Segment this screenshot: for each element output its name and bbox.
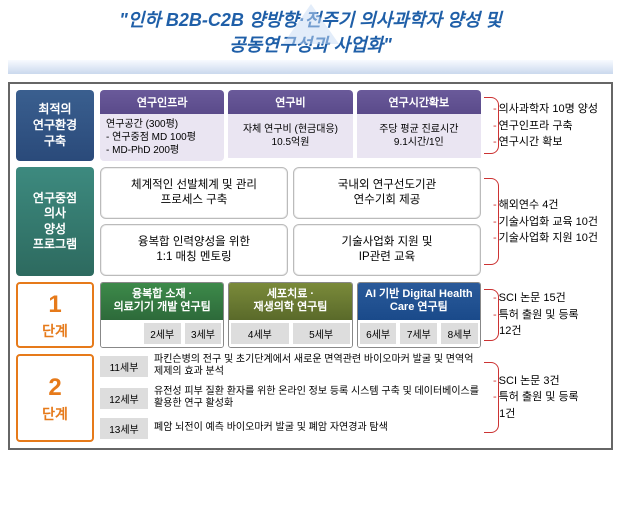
sub-cell	[103, 323, 140, 344]
row-env: 최적의연구환경구축 연구인프라연구공간 (300평)- 연구중점 MD 100평…	[16, 90, 605, 161]
sub-cell: 2세부	[144, 323, 181, 344]
label-program: 연구중점의사양성프로그램	[16, 167, 94, 276]
title-block: "인하 B2B-C2B 양방향·전주기 의사과학자 양성 및 공동연구성과 사업…	[8, 8, 613, 74]
side-item: -SCI 논문 15건	[493, 290, 605, 307]
stage2-text: 단계	[42, 405, 68, 423]
infra-header: 연구인프라	[100, 90, 224, 114]
stage2-tag: 13세부	[100, 418, 148, 439]
infra-header: 연구비	[228, 90, 352, 114]
label-stage1: 1 단계	[16, 282, 94, 347]
program-box: 융복합 인력양성을 위한1:1 매칭 멘토링	[100, 224, 288, 276]
stage1-main: 융복합 소재 ·의료기기 개발 연구팀2세부3세부세포치료 ·재생의학 연구팀4…	[100, 282, 481, 347]
sub-cell: 6세부	[360, 323, 397, 344]
row-stage2: 2 단계 11세부 파킨슨병의 전구 및 초기단계에서 새로운 면역관련 바이오마…	[16, 354, 605, 442]
stage2-tag: 12세부	[100, 388, 148, 409]
side-item: -SCI 논문 3건	[493, 373, 605, 390]
infra-box: 연구인프라연구공간 (300평)- 연구중점 MD 100평- MD-PhD 2…	[100, 90, 224, 161]
infra-body: 자체 연구비 (현금대응)10.5억원	[228, 114, 352, 158]
stage2-tag: 11세부	[100, 356, 148, 377]
row-program: 연구중점의사양성프로그램 체계적인 선발체계 및 관리프로세스 구축국내외 연구…	[16, 167, 605, 276]
env-side: -의사과학자 10명 양성-연구인프라 구축-연구시간 확보	[487, 90, 605, 161]
infra-box: 연구비자체 연구비 (현금대응)10.5억원	[228, 90, 352, 161]
side-item: -연구시간 확보	[493, 134, 605, 151]
sub-cell: 4세부	[231, 323, 288, 344]
sub-row: 6세부7세부8세부	[358, 320, 480, 347]
sub-row: 2세부3세부	[101, 320, 223, 347]
program-box: 국내외 연구선도기관연수기회 제공	[293, 167, 481, 219]
stage1-number: 1	[48, 289, 61, 320]
arrow-decoration	[8, 60, 613, 74]
team-header: 융복합 소재 ·의료기기 개발 연구팀	[101, 283, 223, 319]
sub-cell: 7세부	[400, 323, 437, 344]
stage2-row: 12세부 유전성 피부 질환 환자를 위한 온라인 정보 등록 시스템 구축 및 …	[100, 386, 481, 411]
side-item: -특허 출원 및 등록 12건	[493, 307, 605, 340]
sub-cell: 5세부	[293, 323, 350, 344]
team-box: AI 기반 Digital HealthCare 연구팀6세부7세부8세부	[357, 282, 481, 347]
stage2-desc: 폐암 뇌전이 예측 바이오마커 발굴 및 폐암 자연경과 탐색	[154, 422, 481, 435]
team-box: 세포치료 ·재생의학 연구팀4세부5세부	[228, 282, 352, 347]
team-header: AI 기반 Digital HealthCare 연구팀	[358, 283, 480, 319]
stage2-desc: 유전성 피부 질환 환자를 위한 온라인 정보 등록 시스템 구축 및 데이터베…	[154, 386, 481, 411]
sub-cell: 3세부	[185, 323, 222, 344]
env-main: 연구인프라연구공간 (300평)- 연구중점 MD 100평- MD-PhD 2…	[100, 90, 481, 161]
stage2-number: 2	[48, 372, 61, 403]
sub-row: 4세부5세부	[229, 320, 351, 347]
stage2-row: 13세부 폐암 뇌전이 예측 바이오마커 발굴 및 폐암 자연경과 탐색	[100, 418, 481, 439]
infra-body: 주당 평균 진료시간9.1시간/1인	[357, 114, 481, 158]
program-box: 기술사업화 지원 및IP관련 교육	[293, 224, 481, 276]
program-side: -해외연수 4건-기술사업화 교육 10건-기술사업화 지원 10건	[487, 167, 605, 276]
stage2-row: 11세부 파킨슨병의 전구 및 초기단계에서 새로운 면역관련 바이오마커 발굴 …	[100, 354, 481, 379]
stage1-text: 단계	[42, 322, 68, 340]
side-item: -기술사업화 교육 10건	[493, 214, 605, 231]
infra-header: 연구시간확보	[357, 90, 481, 114]
stage2-side: -SCI 논문 3건-특허 출원 및 등록 1건	[487, 354, 605, 442]
stage1-side: -SCI 논문 15건-특허 출원 및 등록 12건	[487, 282, 605, 347]
label-stage2: 2 단계	[16, 354, 94, 442]
sub-cell: 8세부	[441, 323, 478, 344]
program-main: 체계적인 선발체계 및 관리프로세스 구축국내외 연구선도기관연수기회 제공융복…	[100, 167, 481, 276]
label-env: 최적의연구환경구축	[16, 90, 94, 161]
stage2-desc: 파킨슨병의 전구 및 초기단계에서 새로운 면역관련 바이오마커 발굴 및 면역…	[154, 354, 481, 379]
program-box: 체계적인 선발체계 및 관리프로세스 구축	[100, 167, 288, 219]
team-header: 세포치료 ·재생의학 연구팀	[229, 283, 351, 319]
team-box: 융복합 소재 ·의료기기 개발 연구팀2세부3세부	[100, 282, 224, 347]
side-item: -특허 출원 및 등록 1건	[493, 389, 605, 422]
side-item: -해외연수 4건	[493, 197, 605, 214]
stage2-main: 11세부 파킨슨병의 전구 및 초기단계에서 새로운 면역관련 바이오마커 발굴 …	[100, 354, 481, 442]
side-item: -연구인프라 구축	[493, 118, 605, 135]
row-stage1: 1 단계 융복합 소재 ·의료기기 개발 연구팀2세부3세부세포치료 ·재생의학…	[16, 282, 605, 347]
infra-box: 연구시간확보주당 평균 진료시간9.1시간/1인	[357, 90, 481, 161]
diagram-frame: 최적의연구환경구축 연구인프라연구공간 (300평)- 연구중점 MD 100평…	[8, 82, 613, 449]
side-item: -의사과학자 10명 양성	[493, 101, 605, 118]
side-item: -기술사업화 지원 10건	[493, 230, 605, 247]
infra-body: 연구공간 (300평)- 연구중점 MD 100평- MD-PhD 200평	[100, 114, 224, 161]
